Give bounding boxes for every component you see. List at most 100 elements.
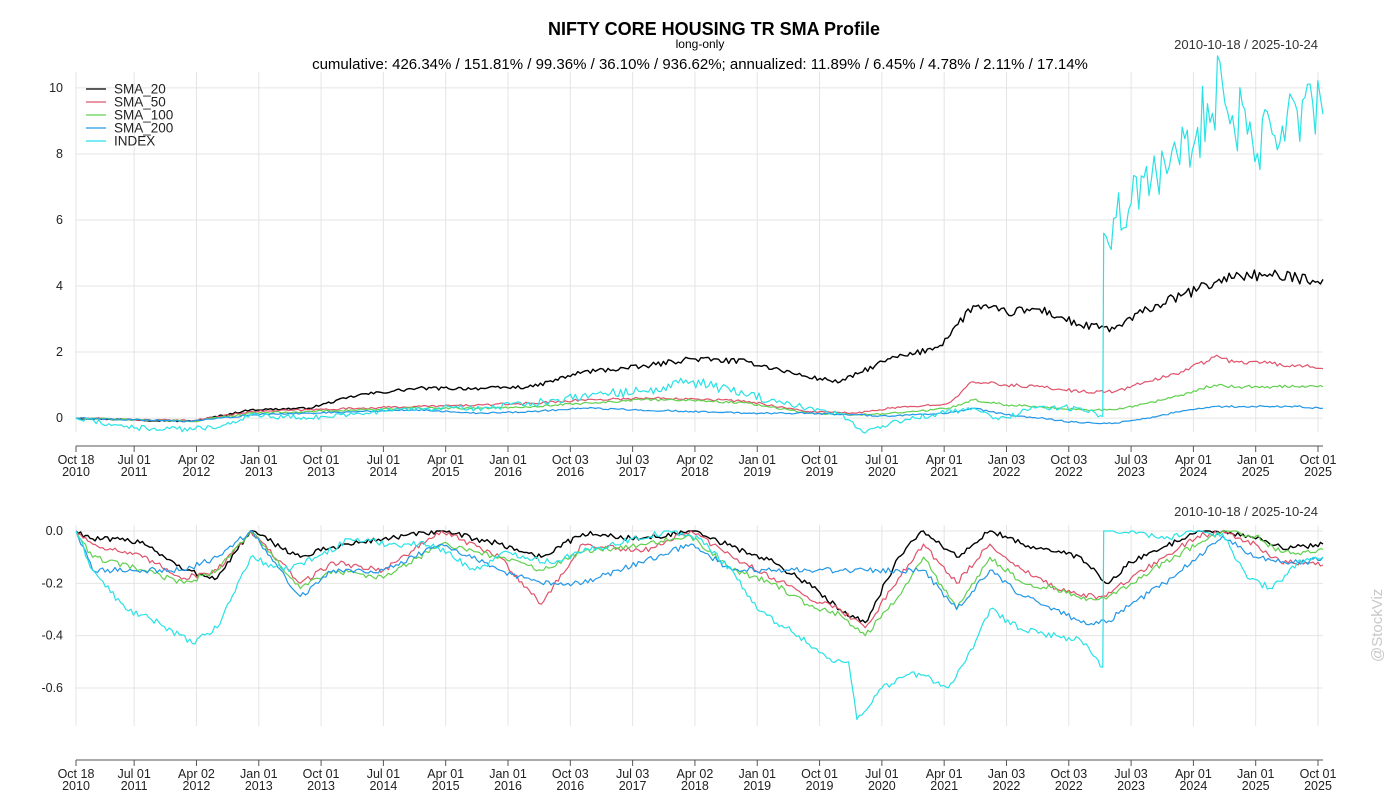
x-tick-year: 2021 [930, 465, 958, 479]
x-tick-label: Jul 03 [616, 767, 649, 781]
x-tick-label: Apr 02 [178, 453, 215, 467]
x-tick-label: Apr 01 [427, 453, 464, 467]
x-tick-label: Apr 02 [677, 453, 714, 467]
x-tick-year: 2010 [62, 465, 90, 479]
watermark: @StockViz [1369, 589, 1386, 662]
x-tick-label: Jan 01 [240, 453, 278, 467]
x-tick-label: Jan 01 [1237, 767, 1275, 781]
y-tick-label: 8 [56, 147, 63, 161]
x-tick-label: Jan 01 [489, 453, 527, 467]
x-tick-year: 2013 [245, 779, 273, 793]
x-tick-year: 2015 [432, 465, 460, 479]
x-tick-year: 2019 [743, 465, 771, 479]
bottom-panel: 2010-10-18 / 2025-10-24 0.0-0.2-0.4-0.6 … [41, 504, 1336, 793]
x-tick-label: Jan 01 [240, 767, 278, 781]
y-tick-label: -0.4 [41, 629, 63, 643]
x-tick-year: 2025 [1304, 779, 1332, 793]
top-series [75, 55, 1324, 434]
x-tick-year: 2013 [245, 465, 273, 479]
x-tick-label: Jan 01 [1237, 453, 1275, 467]
x-tick-label: Oct 01 [1300, 767, 1337, 781]
legend-label: SMA_20 [114, 82, 166, 97]
top-panel: NIFTY CORE HOUSING TR SMA Profile long-o… [49, 19, 1336, 479]
x-tick-year: 2022 [1055, 465, 1083, 479]
legend-label: SMA_200 [114, 121, 173, 136]
x-tick-label: Oct 18 [58, 453, 95, 467]
x-tick-label: Apr 02 [677, 767, 714, 781]
series-line-index [75, 55, 1324, 434]
x-tick-year: 2022 [993, 779, 1021, 793]
bottom-y-ticks: 0.0 -0.2 -0.4 -0.6 [41, 524, 63, 695]
x-tick-year: 2021 [930, 779, 958, 793]
x-tick-label: Apr 01 [1175, 767, 1212, 781]
y-tick-label: 6 [56, 213, 63, 227]
x-tick-year: 2017 [619, 465, 647, 479]
legend-label: SMA_50 [114, 95, 166, 110]
series-line-sma_20 [75, 269, 1324, 423]
x-tick-year: 2014 [369, 465, 397, 479]
x-tick-year: 2024 [1179, 779, 1207, 793]
x-tick-year: 2015 [432, 779, 460, 793]
x-tick-label: Oct 03 [1050, 767, 1087, 781]
chart-title: NIFTY CORE HOUSING TR SMA Profile [548, 19, 880, 39]
x-tick-label: Jan 03 [988, 453, 1026, 467]
x-tick-label: Oct 01 [801, 767, 838, 781]
x-tick-label: Apr 01 [1175, 453, 1212, 467]
x-tick-year: 2010 [62, 779, 90, 793]
chart-summary: cumulative: 426.34% / 151.81% / 99.36% /… [312, 56, 1088, 73]
series-line-sma_20 [75, 530, 1324, 624]
x-tick-year: 2013 [307, 779, 335, 793]
x-tick-year: 2022 [1055, 779, 1083, 793]
top-date-range: 2010-10-18 / 2025-10-24 [1174, 37, 1318, 52]
series-line-sma_200 [75, 530, 1324, 626]
series-line-sma_50 [75, 354, 1324, 422]
top-y-ticks: 0 2 4 6 8 10 [49, 81, 63, 425]
x-tick-label: Oct 18 [58, 767, 95, 781]
bottom-grid [75, 525, 1323, 726]
x-tick-label: Jul 01 [117, 767, 150, 781]
x-tick-year: 2022 [993, 465, 1021, 479]
x-tick-label: Oct 03 [552, 453, 589, 467]
x-tick-label: Jul 03 [1114, 453, 1147, 467]
x-tick-label: Oct 01 [303, 453, 340, 467]
x-tick-year: 2023 [1117, 465, 1145, 479]
top-grid [75, 72, 1323, 432]
y-tick-label: -0.2 [41, 576, 63, 590]
x-tick-label: Jul 01 [865, 453, 898, 467]
x-tick-label: Jul 01 [367, 767, 400, 781]
x-tick-label: Jan 01 [738, 453, 776, 467]
x-tick-label: Jul 03 [616, 453, 649, 467]
x-tick-year: 2019 [806, 779, 834, 793]
x-tick-label: Jan 03 [988, 767, 1026, 781]
x-tick-year: 2024 [1179, 465, 1207, 479]
x-tick-year: 2025 [1242, 465, 1270, 479]
x-tick-label: Apr 01 [926, 767, 963, 781]
x-tick-year: 2016 [556, 779, 584, 793]
x-tick-year: 2025 [1304, 465, 1332, 479]
x-tick-year: 2011 [121, 779, 148, 793]
x-tick-label: Oct 03 [552, 767, 589, 781]
series-line-sma_100 [75, 383, 1324, 423]
x-tick-year: 2019 [806, 465, 834, 479]
x-tick-label: Jul 01 [367, 453, 400, 467]
x-tick-year: 2014 [369, 779, 397, 793]
chart-subtitle: long-only [676, 37, 725, 51]
legend-label: INDEX [114, 134, 155, 149]
x-tick-label: Jul 01 [865, 767, 898, 781]
x-tick-label: Jul 01 [117, 453, 150, 467]
x-tick-label: Oct 03 [1050, 453, 1087, 467]
series-line-sma_50 [75, 530, 1324, 629]
x-tick-label: Apr 01 [427, 767, 464, 781]
x-tick-year: 2019 [743, 779, 771, 793]
series-line-sma_200 [75, 405, 1324, 425]
y-tick-label: -0.6 [41, 681, 63, 695]
legend-label: SMA_100 [114, 108, 173, 123]
x-tick-label: Apr 01 [926, 453, 963, 467]
x-tick-year: 2012 [183, 779, 211, 793]
x-tick-year: 2017 [619, 779, 647, 793]
x-tick-label: Jul 03 [1114, 767, 1147, 781]
